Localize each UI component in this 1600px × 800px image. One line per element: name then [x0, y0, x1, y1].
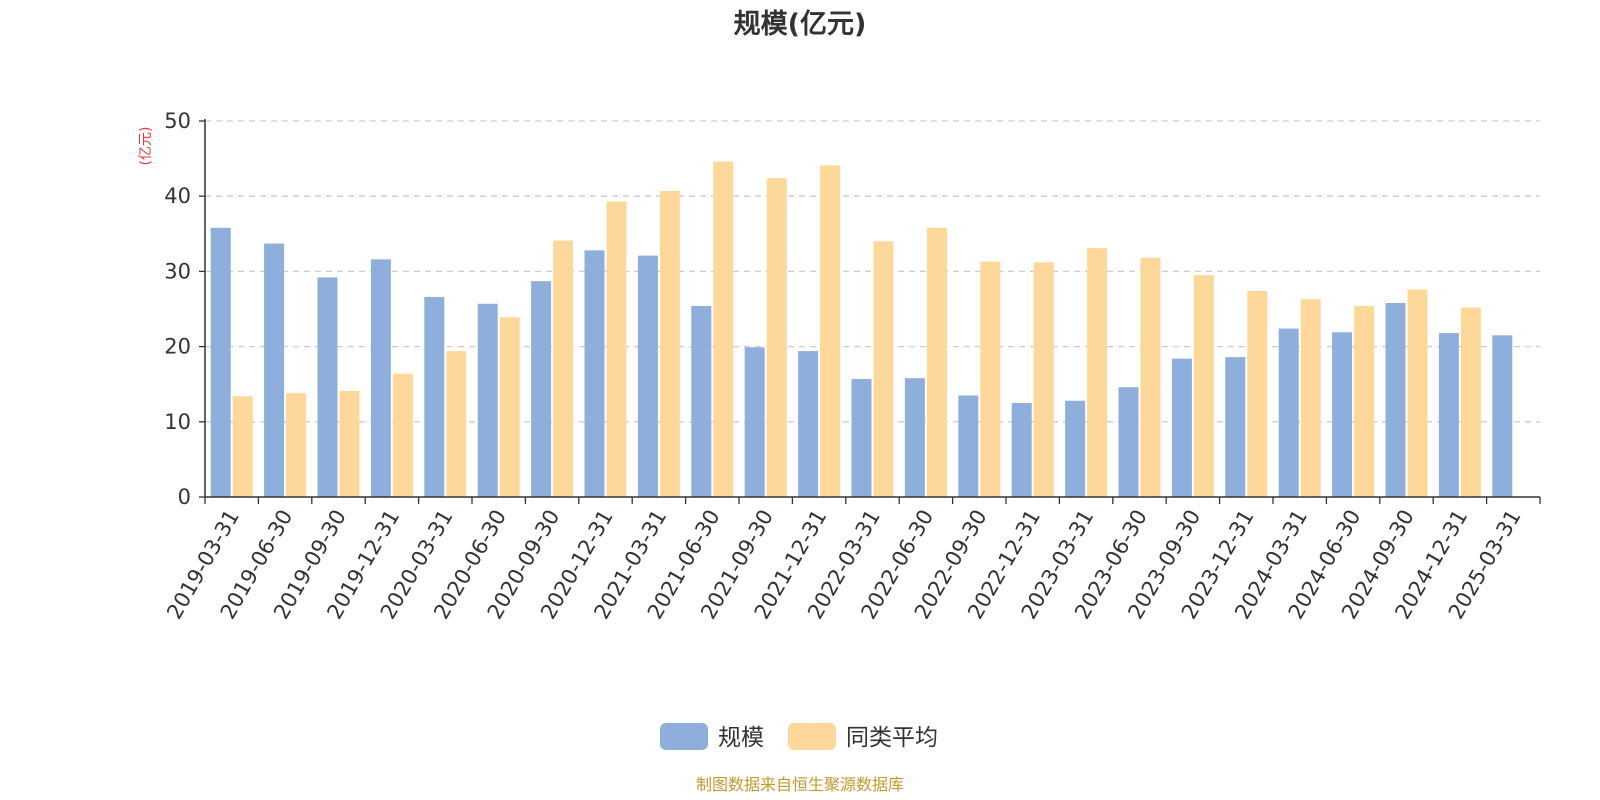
bar-peer-average: [980, 261, 1001, 497]
bar-peer-average: [446, 351, 467, 497]
bar-scale: [1278, 328, 1299, 497]
bar-scale: [1225, 357, 1246, 497]
bar-peer-average: [1247, 290, 1268, 497]
y-tick-label: 40: [164, 184, 191, 208]
bar-scale: [477, 303, 498, 497]
bar-scale: [424, 296, 445, 497]
y-tick-label: 0: [178, 485, 191, 509]
bar-peer-average: [1193, 275, 1214, 497]
bar-scale: [1065, 400, 1086, 497]
bar-peer-average: [659, 190, 680, 497]
bar-peer-average: [1407, 289, 1428, 497]
y-tick-label: 30: [164, 259, 191, 283]
bar-scale: [1171, 358, 1192, 497]
y-tick-label: 10: [164, 410, 191, 434]
chart-title: 规模(亿元): [734, 9, 867, 40]
bar-peer-average: [1460, 307, 1481, 497]
bar-peer-average: [553, 240, 574, 497]
bar-scale: [1332, 332, 1353, 497]
bar-scale: [210, 227, 231, 497]
bar-peer-average: [1033, 262, 1054, 497]
bar-peer-average: [873, 241, 894, 497]
legend-label-peer-average: 同类平均: [846, 725, 938, 751]
bar-peer-average: [1140, 257, 1161, 497]
bar-peer-average: [339, 390, 360, 497]
bar-peer-average: [606, 201, 627, 498]
bar-scale: [1011, 403, 1032, 497]
bar-peer-average: [820, 165, 841, 498]
bar-peer-average: [392, 373, 413, 497]
bar-scale: [904, 378, 925, 497]
bar-scale: [1118, 387, 1139, 497]
bar-scale: [317, 277, 338, 497]
bar-peer-average: [1300, 299, 1321, 497]
legend-swatch-scale: [660, 723, 708, 750]
bar-peer-average: [1354, 305, 1375, 497]
bar-peer-average: [713, 161, 734, 497]
data-source-note: 制图数据来自恒生聚源数据库: [696, 775, 904, 794]
legend-label-scale: 规模: [718, 725, 764, 751]
legend: 规模 同类平均: [660, 723, 938, 751]
bar-scale: [1438, 333, 1459, 497]
bar-peer-average: [766, 178, 787, 498]
bar-scale: [531, 281, 552, 497]
bar-scale: [264, 243, 285, 497]
bar-scale: [584, 250, 605, 497]
bar-peer-average: [499, 317, 520, 497]
bars: [210, 161, 1513, 498]
bar-scale: [370, 259, 391, 497]
bar-scale: [851, 378, 872, 497]
bar-scale: [1492, 335, 1513, 497]
bar-scale: [744, 347, 765, 497]
bar-peer-average: [232, 396, 253, 497]
y-tick-label: 50: [164, 109, 191, 133]
legend-swatch-peer-average: [788, 723, 836, 750]
bar-peer-average: [286, 393, 307, 497]
bar-scale: [691, 305, 712, 497]
bar-scale: [637, 255, 658, 497]
y-tick-label: 20: [164, 335, 191, 359]
bar-peer-average: [1087, 248, 1108, 497]
bar-scale: [1385, 302, 1406, 497]
bar-peer-average: [926, 227, 947, 497]
y-axis-unit: (亿元): [138, 127, 154, 166]
bar-scale: [798, 351, 819, 497]
bar-scale: [958, 395, 979, 497]
